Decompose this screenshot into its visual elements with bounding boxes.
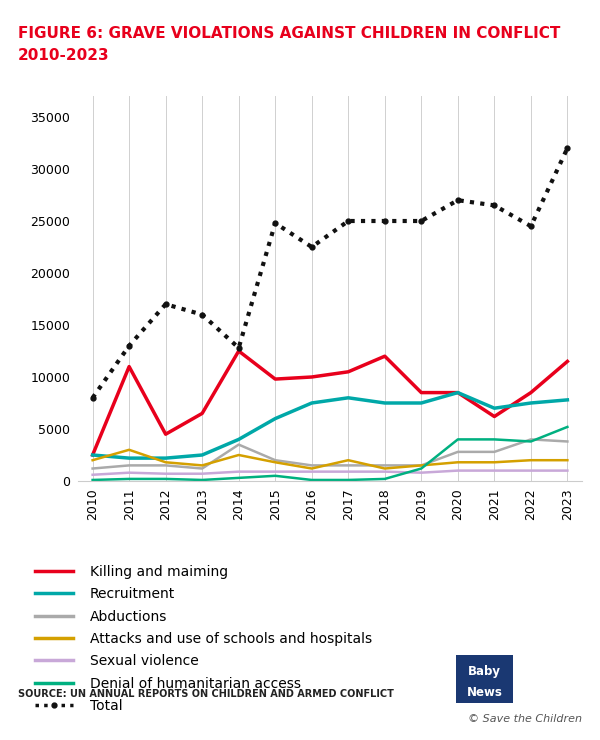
Text: 2010-2023: 2010-2023 — [18, 48, 110, 63]
Text: SOURCE: UN ANNUAL REPORTS ON CHILDREN AND ARMED CONFLICT: SOURCE: UN ANNUAL REPORTS ON CHILDREN AN… — [18, 689, 394, 699]
Legend: Killing and maiming, Recruitment, Abductions, Attacks and use of schools and hos: Killing and maiming, Recruitment, Abduct… — [35, 565, 372, 713]
Text: FIGURE 6: GRAVE VIOLATIONS AGAINST CHILDREN IN CONFLICT: FIGURE 6: GRAVE VIOLATIONS AGAINST CHILD… — [18, 26, 560, 41]
Text: News: News — [467, 686, 502, 699]
Text: © Save the Children: © Save the Children — [468, 713, 582, 724]
Text: Baby: Baby — [468, 665, 501, 679]
